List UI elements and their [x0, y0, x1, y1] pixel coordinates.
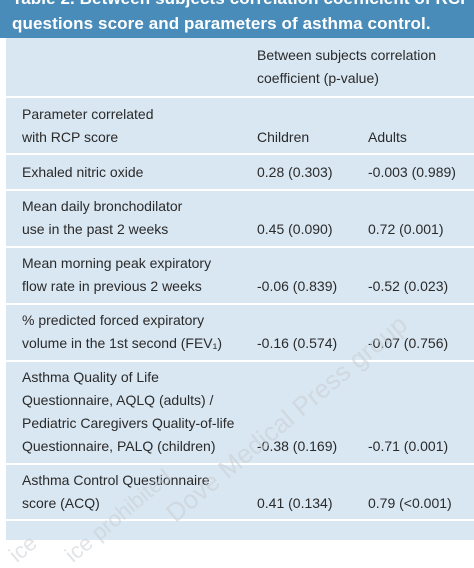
correlation-table	[6, 38, 474, 540]
param-header-line2: with RCP score	[22, 129, 119, 145]
row-parameter: score (ACQ)	[22, 495, 100, 511]
row-children-value: -0.38 (0.169)	[257, 438, 338, 454]
row-divider	[6, 303, 474, 305]
row-parameter: Mean daily bronchodilator	[22, 198, 183, 214]
row-children-value: 0.28 (0.303)	[257, 164, 333, 180]
row-parameter: Asthma Quality of Life	[22, 369, 159, 385]
row-divider	[6, 463, 474, 465]
row-parameter: Questionnaire, PALQ (children)	[22, 438, 216, 454]
row-children-value: -0.06 (0.839)	[257, 278, 338, 294]
row-adults-value: -0.52 (0.023)	[368, 278, 449, 294]
row-divider	[6, 189, 474, 191]
row-divider	[6, 360, 474, 362]
table-title-line2: questions score and parameters of asthma…	[12, 14, 431, 33]
table-title-bar: Table 2. Between subjects correlation co…	[0, 0, 474, 38]
row-parameter: volume in the 1st second (FEV₁)	[22, 335, 223, 351]
row-children-value: -0.16 (0.574)	[257, 335, 338, 351]
row-adults-value: -0.003 (0.989)	[368, 164, 456, 180]
column-header-adults: Adults	[368, 129, 407, 145]
row-parameter: Pediatric Caregivers Quality-of-life	[22, 415, 235, 431]
column-header-children: Children	[257, 129, 310, 145]
table-title-line1: Table 2. Between subjects correlation co…	[12, 0, 474, 9]
row-parameter: flow rate in previous 2 weeks	[22, 278, 202, 294]
header-divider	[6, 96, 474, 98]
row-adults-value: -0.07 (0.756)	[368, 335, 449, 351]
row-parameter: Asthma Control Questionnaire	[22, 472, 210, 488]
row-divider	[6, 153, 474, 155]
row-children-value: 0.41 (0.134)	[257, 495, 333, 511]
row-adults-value: 0.79 (<0.001)	[368, 495, 452, 511]
group-header-line2: coefficient (p-value)	[257, 70, 379, 86]
row-adults-value: -0.71 (0.001)	[368, 438, 449, 454]
group-header-line1: Between subjects correlation	[257, 47, 436, 63]
row-children-value: 0.45 (0.090)	[257, 221, 333, 237]
row-parameter: Questionnaire, AQLQ (adults) /	[22, 392, 214, 408]
table-bottom-rule	[6, 519, 474, 521]
row-divider	[6, 246, 474, 248]
row-parameter: % predicted forced expiratory	[22, 312, 205, 328]
row-parameter: Mean morning peak expiratory	[22, 255, 212, 271]
row-adults-value: 0.72 (0.001)	[368, 221, 444, 237]
row-parameter: use in the past 2 weeks	[22, 221, 169, 237]
row-parameter: Exhaled nitric oxide	[22, 164, 144, 180]
param-header-line1: Parameter correlated	[22, 106, 154, 122]
